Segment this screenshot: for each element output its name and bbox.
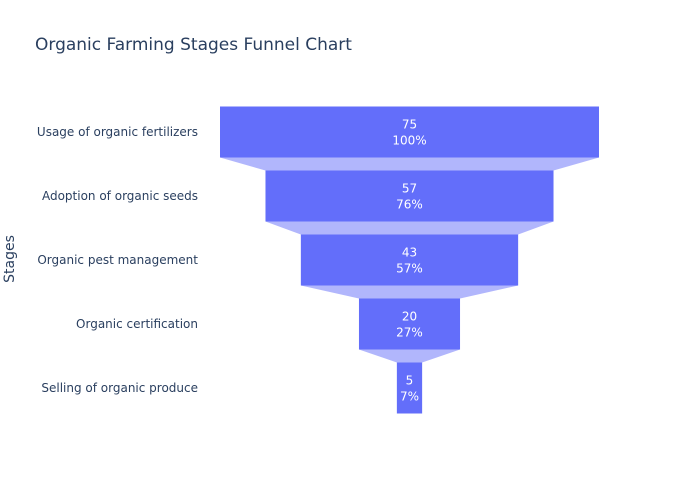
funnel-bars [220,106,599,414]
chart-title: Organic Farming Stages Funnel Chart [35,35,352,55]
category-label: Usage of organic fertilizers [37,125,198,139]
category-label: Organic pest management [37,253,198,267]
category-labels: Usage of organic fertilizers Adoption of … [37,125,198,395]
category-label: Adoption of organic seeds [42,189,198,203]
y-axis-title: Stages [2,235,18,283]
funnel-connector [358,349,461,363]
funnel-connector [220,157,599,171]
funnel-bar[interactable] [396,362,423,414]
bar-percent-label: 27% [396,326,423,340]
bar-value-label: 20 [402,310,417,324]
bar-percent-label: 57% [396,262,423,276]
bar-value-label: 5 [406,374,414,388]
bar-percent-label: 100% [392,134,426,148]
funnel-bar[interactable] [358,298,461,350]
funnel-connectors [220,157,599,363]
bar-value-label: 75 [402,118,417,132]
funnel-bar[interactable] [265,170,554,222]
bar-percent-label: 7% [400,390,419,404]
category-label: Selling of organic produce [41,381,198,395]
bar-percent-label: 76% [396,198,423,212]
category-label: Organic certification [76,317,198,331]
bar-value-label: 43 [402,246,417,260]
funnel-connector [265,221,554,235]
bar-value-label: 57 [402,182,417,196]
funnel-bar[interactable] [220,106,599,158]
funnel-bar[interactable] [300,234,519,286]
funnel-connector [300,285,519,299]
